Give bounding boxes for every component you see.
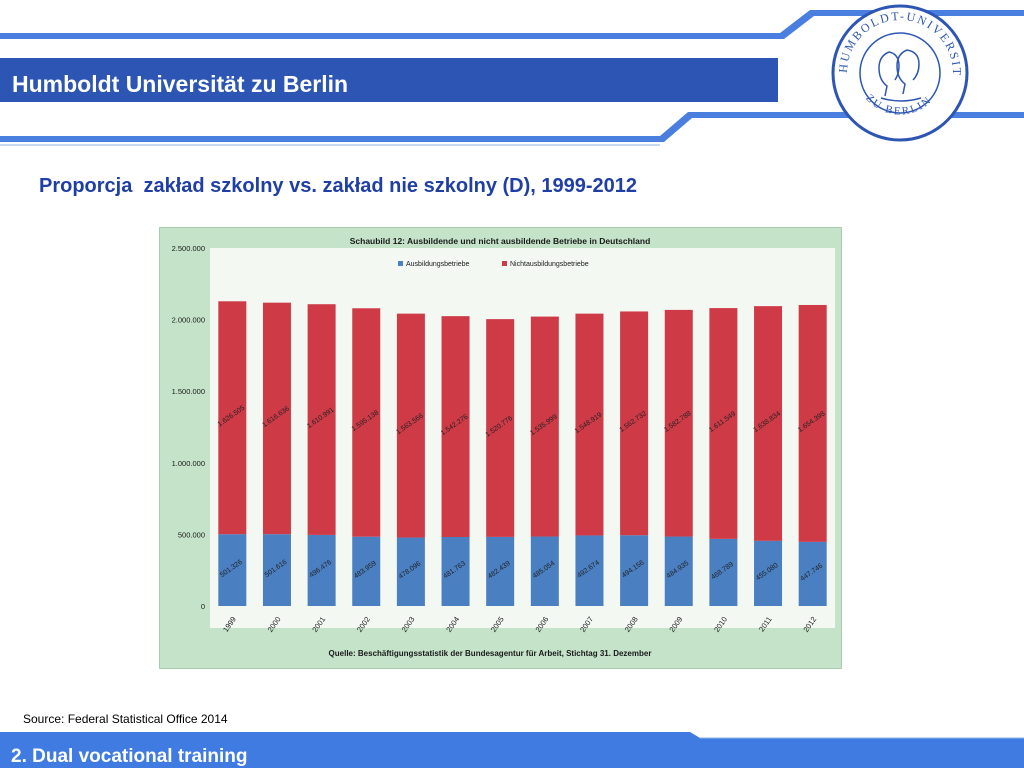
bar-segment-ausbildung (798, 541, 827, 606)
chart-legend: Ausbildungsbetriebe Nichtausbildungsbetri… (398, 261, 589, 268)
bar-segment-ausbildung (307, 534, 336, 606)
y-tick-label: 1.000.000 (172, 459, 205, 468)
bar-segment-ausbildung (754, 540, 783, 606)
section-label: 2. Dual vocational training (11, 746, 248, 767)
y-tick-label: 500.000 (178, 530, 205, 539)
bar-segment-ausbildung (352, 536, 381, 606)
bar-segment-nichtausbildung (575, 313, 604, 536)
university-seal-logo: HUMBOLDT-UNIVERSITÄT ZU BERLIN (829, 2, 969, 142)
y-tick-label: 0 (201, 602, 205, 611)
y-tick-label: 1.500.000 (172, 387, 205, 396)
seal-portraits-icon (878, 49, 922, 102)
y-tick-label: 2.000.000 (172, 316, 205, 325)
university-name: Humboldt Universität zu Berlin (12, 71, 349, 97)
chart-caption: Quelle: Beschäftigungsstatistik der Bund… (329, 649, 652, 658)
bar-segment-ausbildung (575, 535, 604, 606)
bar-segment-ausbildung (262, 534, 291, 606)
bar-segment-ausbildung (396, 537, 425, 606)
bar-segment-nichtausbildung (620, 311, 649, 536)
bar-segment-nichtausbildung (798, 304, 827, 542)
bar-segment-nichtausbildung (754, 306, 783, 541)
bar-segment-nichtausbildung (396, 313, 425, 538)
legend-label: Ausbildungsbetriebe (406, 261, 470, 268)
bar-segment-ausbildung (530, 536, 559, 606)
bar-segment-ausbildung (709, 538, 738, 606)
bar-segment-nichtausbildung (218, 301, 247, 535)
bar-segment-nichtausbildung (486, 319, 515, 537)
bar-segment-nichtausbildung (441, 316, 470, 538)
footer-bar (0, 732, 1024, 768)
chart-container: Schaubild 12: Ausbildende und nicht ausb… (159, 227, 842, 669)
bar-segment-ausbildung (218, 534, 247, 606)
legend-label: Nichtausbildungsbetriebe (510, 261, 589, 268)
bar-segment-nichtausbildung (352, 308, 381, 537)
bar-series: 501.3261.626.505501.6161.616.636496.4761… (217, 301, 827, 606)
bar-segment-ausbildung (486, 536, 515, 606)
legend-swatch (502, 261, 507, 266)
bar-segment-nichtausbildung (709, 308, 738, 539)
bar-segment-nichtausbildung (307, 304, 336, 535)
bar-segment-ausbildung (664, 536, 693, 606)
bar-segment-ausbildung (441, 537, 470, 606)
legend-swatch (398, 261, 403, 266)
y-axis: 0 500.000 1.000.000 1.500.000 2.000.000 2.500… (172, 244, 205, 611)
chart-title: Schaubild 12: Ausbildende und nicht ausb… (350, 236, 651, 246)
stacked-bar-chart: Schaubild 12: Ausbildende und nicht ausb… (172, 236, 835, 658)
y-tick-label: 2.500.000 (172, 244, 205, 253)
slide-title: Proporcja zakład szkolny vs. zakład nie … (39, 175, 638, 197)
bar-segment-nichtausbildung (262, 302, 291, 535)
plot-area (210, 248, 835, 628)
header-title-band (0, 58, 778, 102)
bar-segment-nichtausbildung (530, 316, 559, 537)
bar-segment-ausbildung (620, 535, 649, 606)
source-note: Source: Federal Statistical Office 2014 (23, 712, 228, 726)
bar-segment-nichtausbildung (664, 309, 693, 537)
